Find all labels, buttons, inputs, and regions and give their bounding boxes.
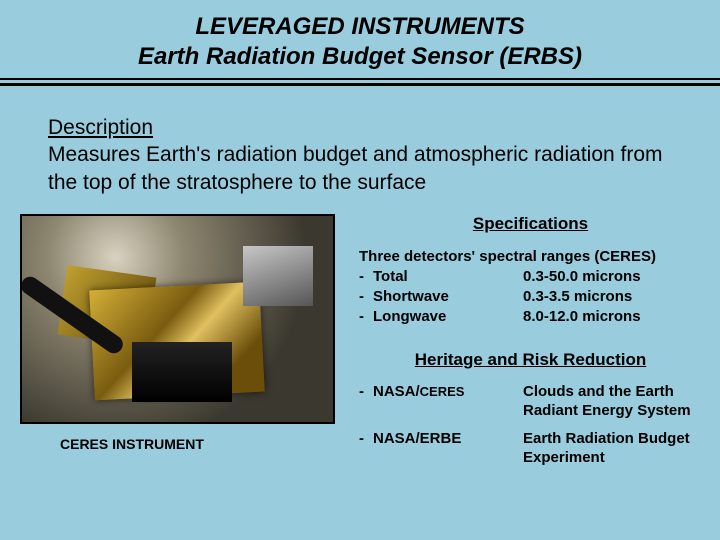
heritage-desc: Clouds and the Earth Radiant Energy Syst…	[523, 382, 702, 421]
heritage-row: - NASA/ERBE Earth Radiation Budget Exper…	[359, 429, 702, 468]
heritage-prog: CERES	[420, 384, 465, 399]
spec-row: - Shortwave 0.3-3.5 microns	[359, 287, 702, 307]
title-line-1: LEVERAGED INSTRUMENTS	[0, 12, 720, 42]
title-block: LEVERAGED INSTRUMENTS Earth Radiation Bu…	[0, 0, 720, 72]
specifications-intro: Three detectors' spectral ranges (CERES)	[359, 248, 702, 265]
photo-caption: CERES INSTRUMENT	[60, 436, 335, 452]
spec-value: 8.0-12.0 microns	[523, 307, 641, 327]
bullet-dash: -	[359, 287, 373, 307]
heritage-program: NASA/CERES	[373, 382, 523, 421]
heritage-row: - NASA/CERES Clouds and the Earth Radian…	[359, 382, 702, 421]
left-column: CERES INSTRUMENT	[0, 214, 335, 476]
spec-row: - Total 0.3-50.0 microns	[359, 267, 702, 287]
description-body: Measures Earth's radiation budget and at…	[48, 141, 672, 196]
heritage-org: NASA/ERBE	[373, 430, 461, 447]
heritage-heading: Heritage and Risk Reduction	[359, 350, 702, 370]
bullet-dash: -	[359, 307, 373, 327]
title-line-2: Earth Radiation Budget Sensor (ERBS)	[0, 42, 720, 72]
specifications-heading: Specifications	[359, 214, 702, 234]
spec-value: 0.3-50.0 microns	[523, 267, 641, 287]
title-divider	[0, 78, 720, 86]
spec-label: Total	[373, 267, 523, 287]
spec-label: Shortwave	[373, 287, 523, 307]
bullet-dash: -	[359, 382, 373, 421]
instrument-photo	[20, 214, 335, 424]
spec-value: 0.3-3.5 microns	[523, 287, 632, 307]
right-column: Specifications Three detectors' spectral…	[335, 214, 720, 476]
description-heading: Description	[48, 114, 672, 141]
bullet-dash: -	[359, 429, 373, 468]
heritage-program: NASA/ERBE	[373, 429, 523, 468]
spec-label: Longwave	[373, 307, 523, 327]
spec-row: - Longwave 8.0-12.0 microns	[359, 307, 702, 327]
bullet-dash: -	[359, 267, 373, 287]
heritage-desc: Earth Radiation Budget Experiment	[523, 429, 702, 468]
description-block: Description Measures Earth's radiation b…	[48, 114, 672, 196]
lower-region: CERES INSTRUMENT Specifications Three de…	[0, 214, 720, 476]
heritage-org: NASA/	[373, 383, 420, 400]
